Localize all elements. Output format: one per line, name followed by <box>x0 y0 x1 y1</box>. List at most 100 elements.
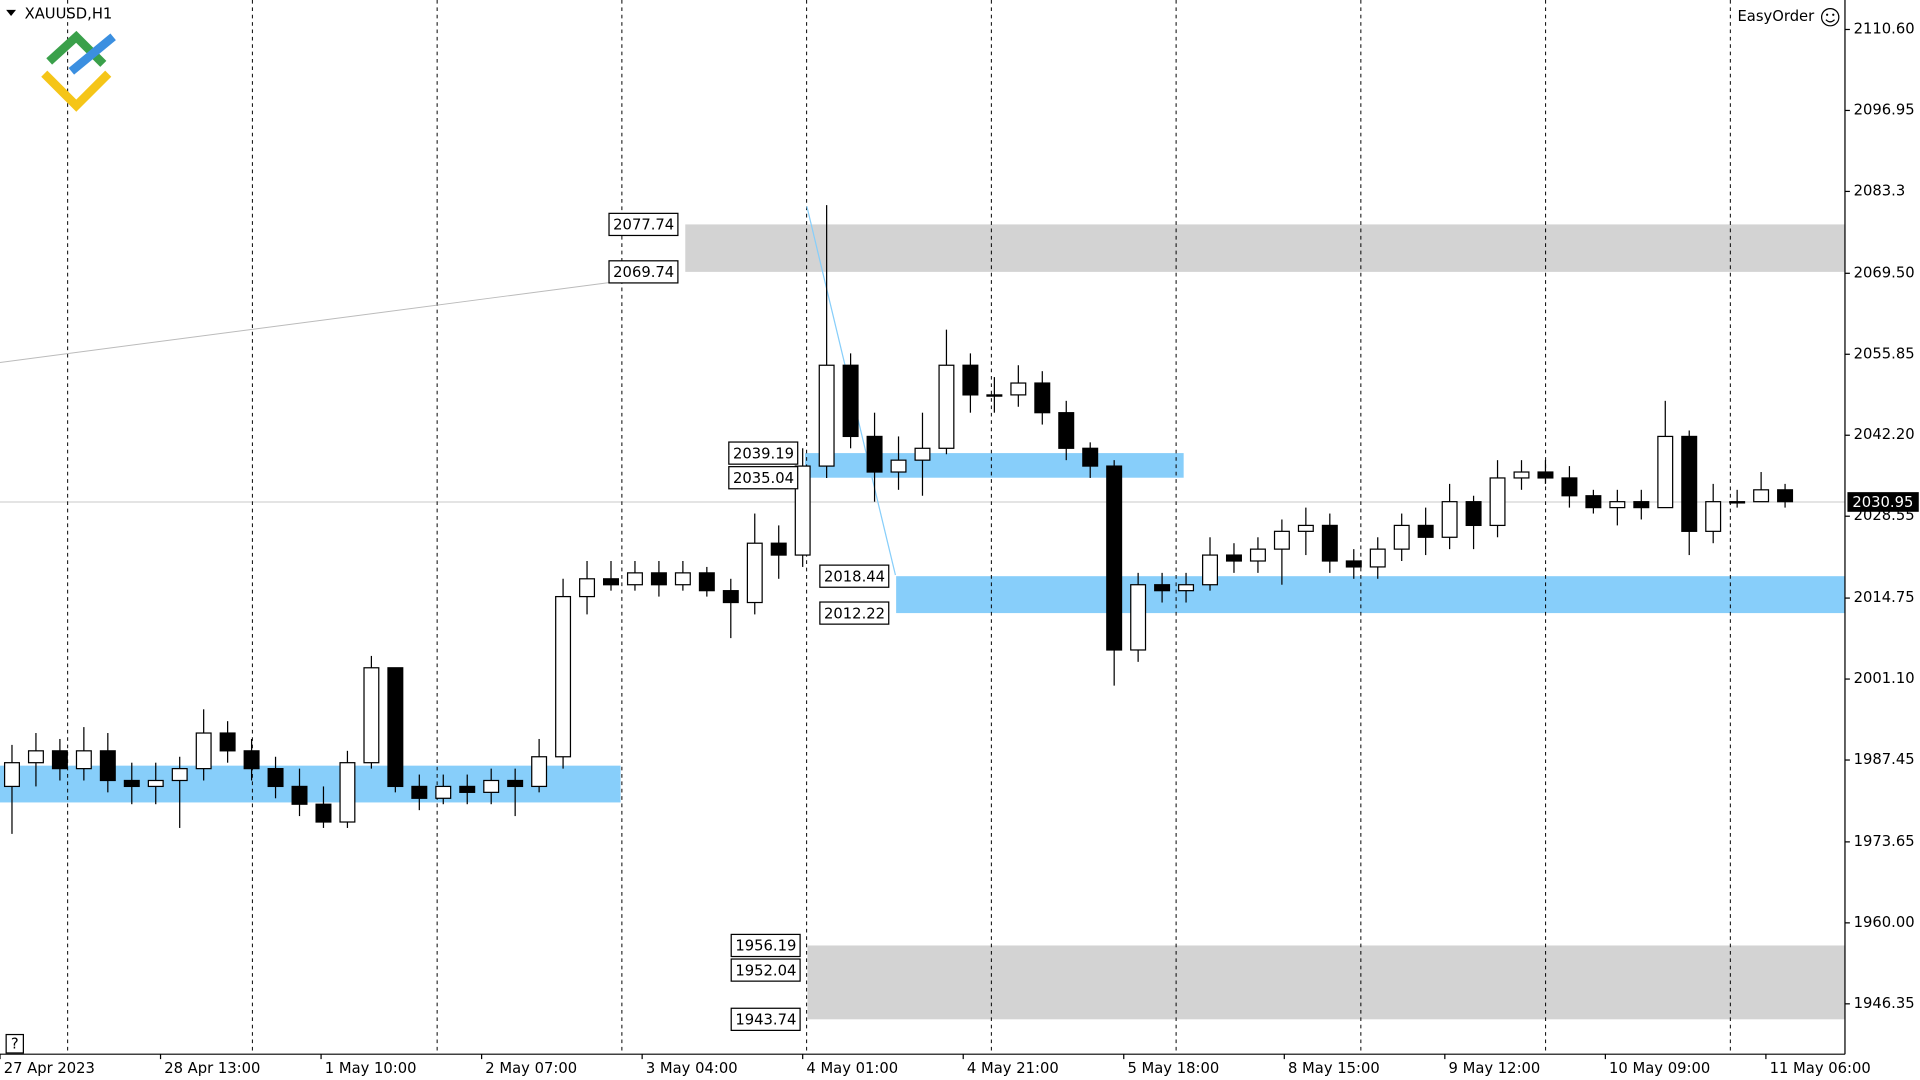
x-tick-label: 4 May 21:00 <box>967 1060 1059 1077</box>
candle-body <box>291 785 308 805</box>
candle-body <box>411 785 428 799</box>
candle-body <box>1297 524 1314 532</box>
help-button[interactable] <box>5 1033 24 1054</box>
candle-body <box>243 750 260 770</box>
candle-body <box>1729 501 1746 504</box>
candle-body <box>1082 447 1099 467</box>
candle-body <box>315 803 332 823</box>
candle-body <box>1345 560 1362 568</box>
level-label-box <box>730 958 801 982</box>
easyorder-label[interactable]: EasyOrder <box>1737 8 1815 25</box>
help-button-label[interactable]: ? <box>11 1035 19 1052</box>
y-tick-label: 1987.45 <box>1854 751 1915 768</box>
candle-body <box>746 542 763 604</box>
candle-body <box>1489 477 1506 527</box>
x-tick-label: 27 Apr 2023 <box>4 1060 95 1077</box>
candle-body <box>986 394 1003 397</box>
zones-layer <box>0 224 1845 1020</box>
candle-body <box>51 750 68 770</box>
candle-body <box>1681 435 1698 532</box>
candle-body <box>626 572 643 586</box>
candle-body <box>1417 524 1434 538</box>
candle-body <box>147 779 164 788</box>
y-tick-label: 2069.50 <box>1854 264 1915 281</box>
level-label: 2018.44 <box>824 568 885 585</box>
candle-body <box>1010 382 1027 396</box>
candle-body <box>1249 548 1266 562</box>
x-tick-label: 5 May 18:00 <box>1127 1060 1219 1077</box>
candle-body <box>555 595 572 758</box>
candle-body <box>123 779 140 788</box>
candle-body <box>938 364 955 449</box>
x-tick-label: 9 May 12:00 <box>1449 1060 1541 1077</box>
y-tick-label: 2110.60 <box>1854 20 1915 37</box>
candles-layer <box>3 205 1794 834</box>
x-tick-label: 28 Apr 13:00 <box>164 1060 260 1077</box>
level-label: 2035.04 <box>733 470 794 487</box>
candle-body <box>890 459 907 473</box>
candle-body <box>866 435 883 473</box>
level-label-box <box>730 933 801 958</box>
candle-body <box>507 779 524 788</box>
symbol-title: XAUUSD,H1 <box>25 6 113 23</box>
candle-body <box>1178 584 1195 592</box>
candle-body <box>483 779 500 793</box>
symbol-menu-arrow[interactable] <box>6 9 16 16</box>
y-tick-label: 2001.10 <box>1854 670 1915 687</box>
candle-body <box>1369 548 1386 568</box>
y-tick-label: 1973.65 <box>1854 833 1915 850</box>
candle-body <box>674 572 691 586</box>
candle-body <box>1777 489 1794 503</box>
level-label-box <box>728 466 799 490</box>
candle-body <box>722 590 739 604</box>
candle-body <box>1657 435 1674 509</box>
candle-body <box>1202 554 1219 586</box>
candle-body <box>435 785 452 799</box>
candle-body <box>1513 471 1530 479</box>
candle-body <box>579 578 596 598</box>
candle-body <box>1154 584 1171 592</box>
zone <box>896 576 1845 614</box>
zone <box>807 945 1845 1020</box>
level-label: 2069.74 <box>613 264 674 281</box>
candle-body <box>914 447 931 461</box>
candle-body <box>27 750 44 764</box>
candle-body <box>1106 465 1123 651</box>
y-tick-label: 2096.95 <box>1854 101 1915 118</box>
y-tick-label: 2055.85 <box>1854 345 1915 362</box>
x-tick-label: 10 May 09:00 <box>1609 1060 1710 1077</box>
zone <box>0 765 621 803</box>
current-price-box <box>1847 492 1919 512</box>
level-label: 1956.19 <box>735 938 796 955</box>
smiley-icon[interactable] <box>1820 7 1840 27</box>
zone <box>685 224 1845 272</box>
x-tick-label: 8 May 15:00 <box>1288 1060 1380 1077</box>
candle-body <box>3 762 20 788</box>
candle-body <box>1633 501 1650 509</box>
candle-body <box>99 750 116 782</box>
candle-body <box>1609 501 1626 509</box>
candle-body <box>1561 477 1578 497</box>
candle-body <box>818 364 835 467</box>
level-label: 2077.74 <box>613 217 674 234</box>
level-label: 1952.04 <box>735 962 796 979</box>
candle-body <box>339 762 356 823</box>
candle-body <box>195 732 212 770</box>
level-label: 2012.22 <box>824 605 885 622</box>
candle-body <box>1585 495 1602 509</box>
zone <box>805 453 1184 478</box>
candle-body <box>531 756 548 788</box>
level-label-box <box>608 212 679 237</box>
x-tick-label: 3 May 04:00 <box>646 1060 738 1077</box>
candle-body <box>650 572 667 586</box>
candle-body <box>1225 554 1242 562</box>
candle-body <box>1130 584 1147 651</box>
candle-body <box>1321 524 1338 562</box>
candle-body <box>1537 471 1554 479</box>
candle-body <box>387 667 404 788</box>
candle-body <box>459 785 476 793</box>
level-label: 1943.74 <box>735 1012 796 1029</box>
x-tick-label: 11 May 06:00 <box>1770 1060 1871 1077</box>
candle-body <box>794 465 811 556</box>
